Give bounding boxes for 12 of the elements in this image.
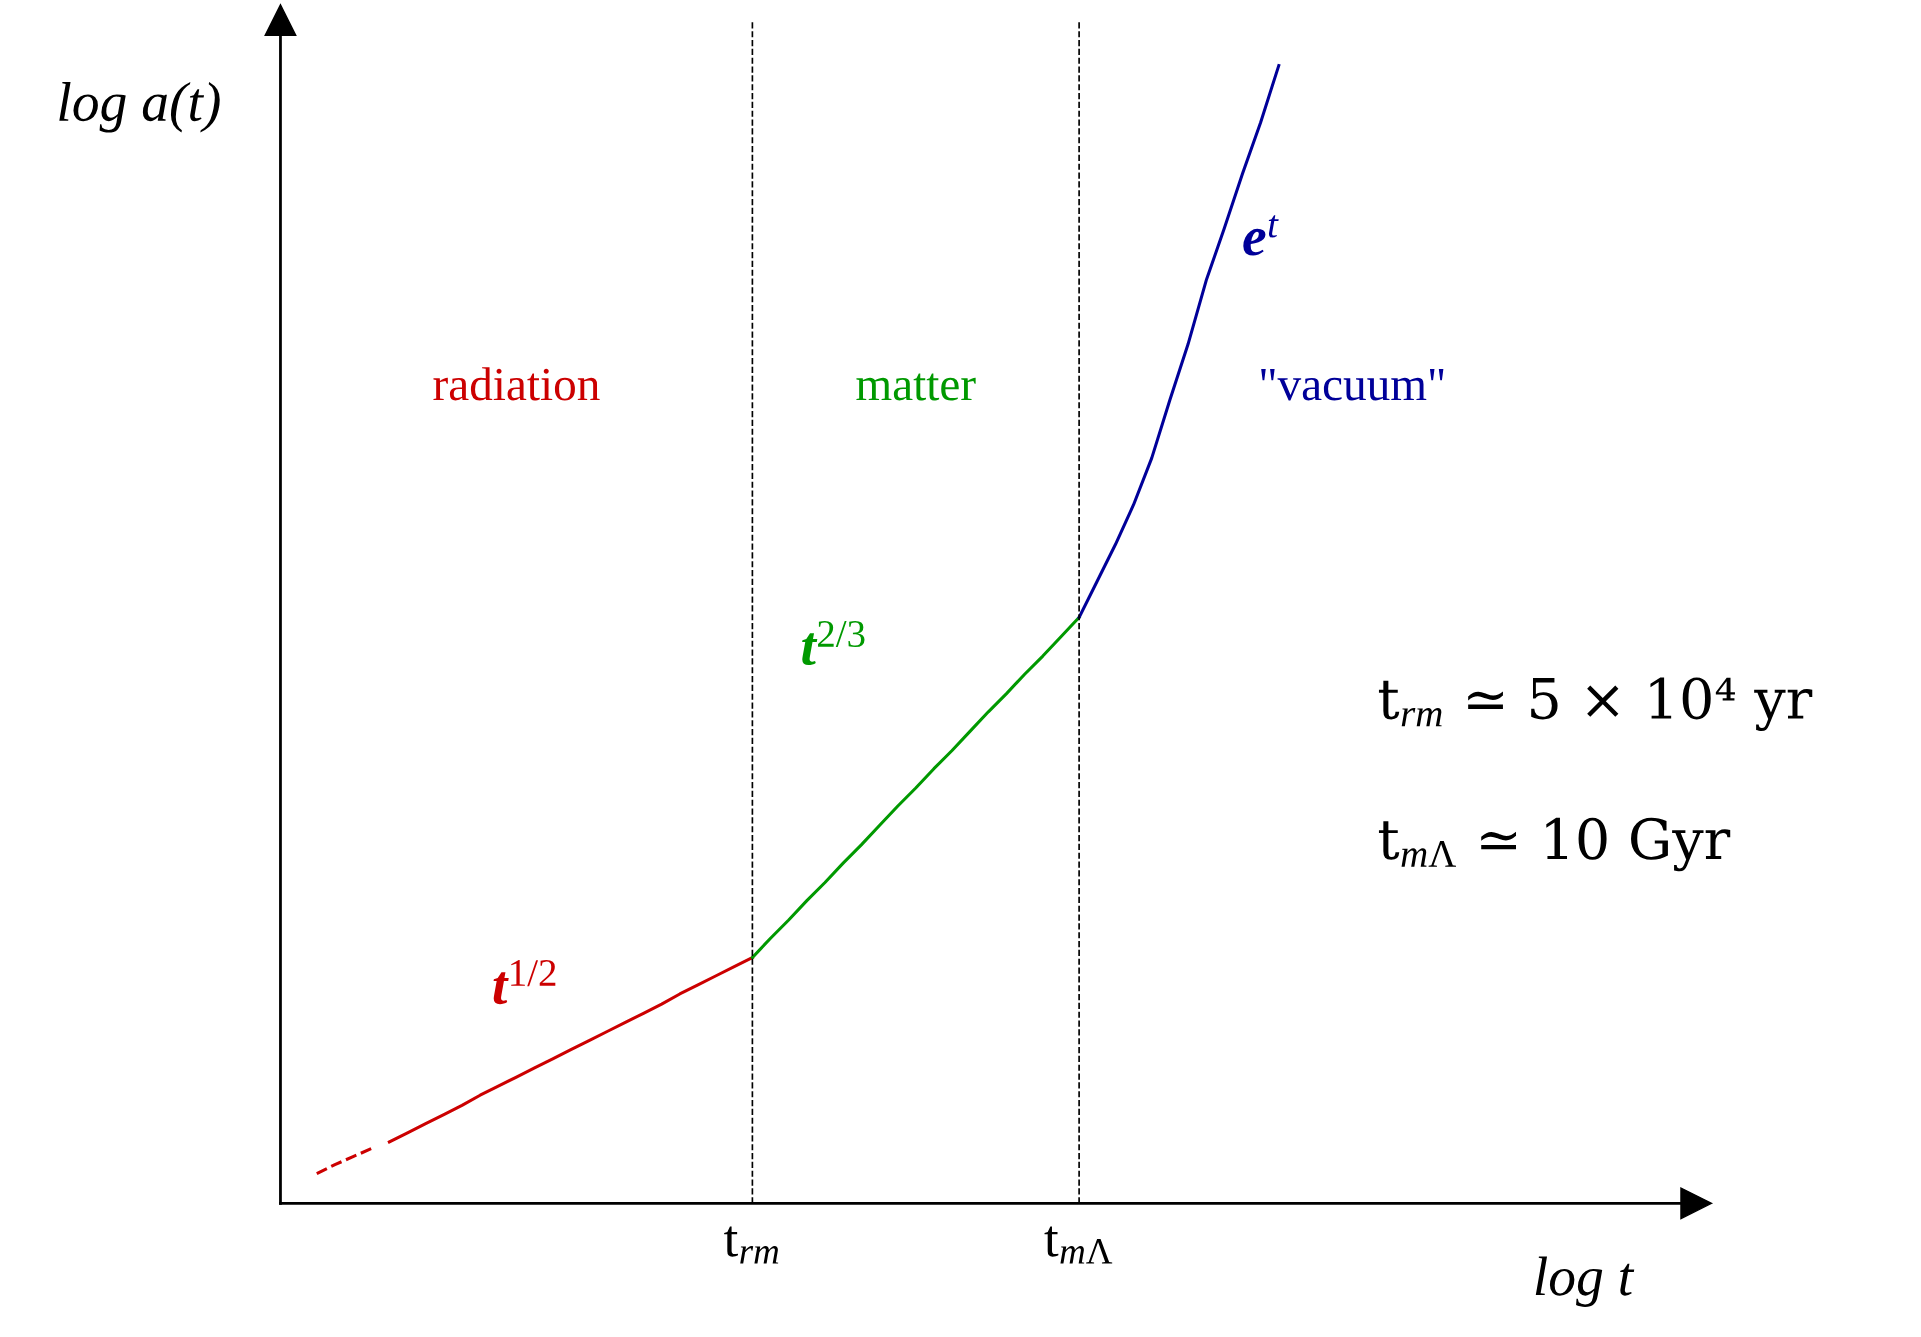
annotation: t$_{mΛ}$ ≃ 10 Gyr (1378, 817, 1731, 872)
x-tick-label: t$_{mΛ}$ (1044, 1226, 1113, 1264)
annotation: radiation (433, 367, 600, 401)
annotation: "vacuum" (1261, 369, 1444, 401)
annotation: t$^{2/3}$ (802, 620, 865, 666)
annotation: matter (856, 373, 976, 401)
x-tick-label: t$_{rm}$ (724, 1226, 779, 1264)
annotation: t$^{1/2}$ (493, 960, 556, 1005)
annotation: t$_{rm}$ ≃ 5 × 10⁴ yr (1378, 677, 1813, 731)
annotation: e$^{t}$ (1243, 215, 1279, 256)
y-axis-title: log a(t) (59, 82, 220, 133)
x-axis-title: log t (1535, 1256, 1635, 1307)
